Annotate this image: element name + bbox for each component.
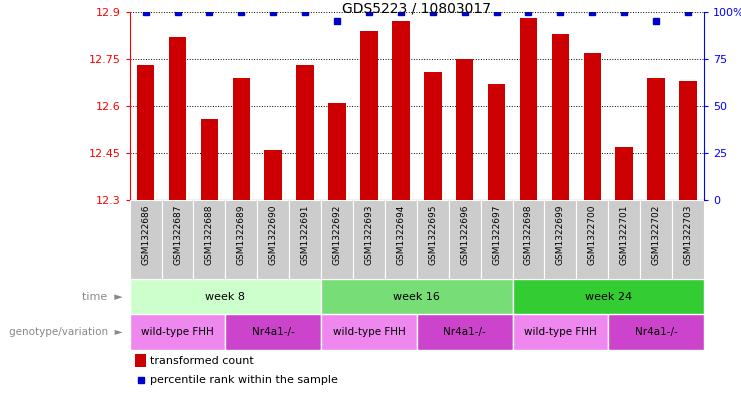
Text: GSM1322687: GSM1322687: [173, 204, 182, 265]
Text: genotype/variation  ►: genotype/variation ►: [9, 327, 122, 337]
Bar: [162, 200, 193, 279]
Bar: [137, 65, 154, 200]
Bar: [513, 200, 545, 279]
Text: Nr4a1-/-: Nr4a1-/-: [635, 327, 677, 337]
Bar: [136, 354, 146, 367]
Bar: [456, 59, 473, 200]
Text: GSM1322691: GSM1322691: [301, 204, 310, 265]
Text: GSM1322702: GSM1322702: [651, 204, 660, 265]
Bar: [576, 200, 608, 279]
Bar: [321, 200, 353, 279]
Text: week 8: week 8: [205, 292, 245, 302]
Text: GSM1322688: GSM1322688: [205, 204, 214, 265]
Text: GSM1322690: GSM1322690: [269, 204, 278, 265]
Text: GSM1322689: GSM1322689: [237, 204, 246, 265]
Text: transformed count: transformed count: [150, 356, 253, 366]
Text: GSM1322694: GSM1322694: [396, 204, 405, 265]
Text: Nr4a1-/-: Nr4a1-/-: [252, 327, 295, 337]
Bar: [392, 21, 410, 200]
Bar: [265, 150, 282, 200]
Bar: [679, 81, 697, 200]
Bar: [225, 200, 257, 279]
Bar: [233, 78, 250, 200]
Bar: [353, 200, 385, 279]
Text: wild-type FHH: wild-type FHH: [141, 327, 214, 337]
Bar: [481, 200, 513, 279]
Text: GSM1322698: GSM1322698: [524, 204, 533, 265]
Bar: [225, 314, 321, 350]
Text: GSM1322701: GSM1322701: [619, 204, 628, 265]
Bar: [193, 200, 225, 279]
Text: GSM1322699: GSM1322699: [556, 204, 565, 265]
Bar: [328, 103, 346, 200]
Bar: [416, 200, 449, 279]
Text: GSM1322696: GSM1322696: [460, 204, 469, 265]
Text: GSM1322700: GSM1322700: [588, 204, 597, 265]
Text: GSM1322693: GSM1322693: [365, 204, 373, 265]
Bar: [608, 314, 704, 350]
Bar: [201, 119, 218, 200]
Bar: [583, 53, 601, 200]
Text: Nr4a1-/-: Nr4a1-/-: [443, 327, 486, 337]
Text: wild-type FHH: wild-type FHH: [333, 327, 405, 337]
Bar: [513, 279, 704, 314]
Bar: [321, 314, 416, 350]
Text: GSM1322703: GSM1322703: [683, 204, 693, 265]
Bar: [385, 200, 416, 279]
Bar: [648, 78, 665, 200]
Bar: [130, 314, 225, 350]
Text: GSM1322697: GSM1322697: [492, 204, 501, 265]
Bar: [513, 314, 608, 350]
Bar: [519, 18, 537, 200]
Text: GSM1322695: GSM1322695: [428, 204, 437, 265]
Text: wild-type FHH: wild-type FHH: [524, 327, 597, 337]
Bar: [449, 200, 481, 279]
Bar: [551, 34, 569, 200]
Bar: [424, 72, 442, 200]
Bar: [640, 200, 672, 279]
Bar: [545, 200, 576, 279]
Bar: [616, 147, 633, 200]
Text: GSM1322692: GSM1322692: [333, 204, 342, 265]
Bar: [608, 200, 640, 279]
Bar: [130, 279, 321, 314]
Bar: [169, 37, 186, 200]
Bar: [672, 200, 704, 279]
Text: GDS5223 / 10803017: GDS5223 / 10803017: [342, 2, 491, 16]
Text: week 16: week 16: [393, 292, 440, 302]
Bar: [130, 200, 162, 279]
Bar: [289, 200, 321, 279]
Bar: [321, 279, 513, 314]
Bar: [360, 31, 378, 200]
Text: GSM1322686: GSM1322686: [141, 204, 150, 265]
Bar: [416, 314, 513, 350]
Text: time  ►: time ►: [82, 292, 122, 302]
Text: percentile rank within the sample: percentile rank within the sample: [150, 375, 338, 386]
Bar: [488, 84, 505, 200]
Bar: [296, 65, 314, 200]
Bar: [257, 200, 289, 279]
Text: week 24: week 24: [585, 292, 632, 302]
